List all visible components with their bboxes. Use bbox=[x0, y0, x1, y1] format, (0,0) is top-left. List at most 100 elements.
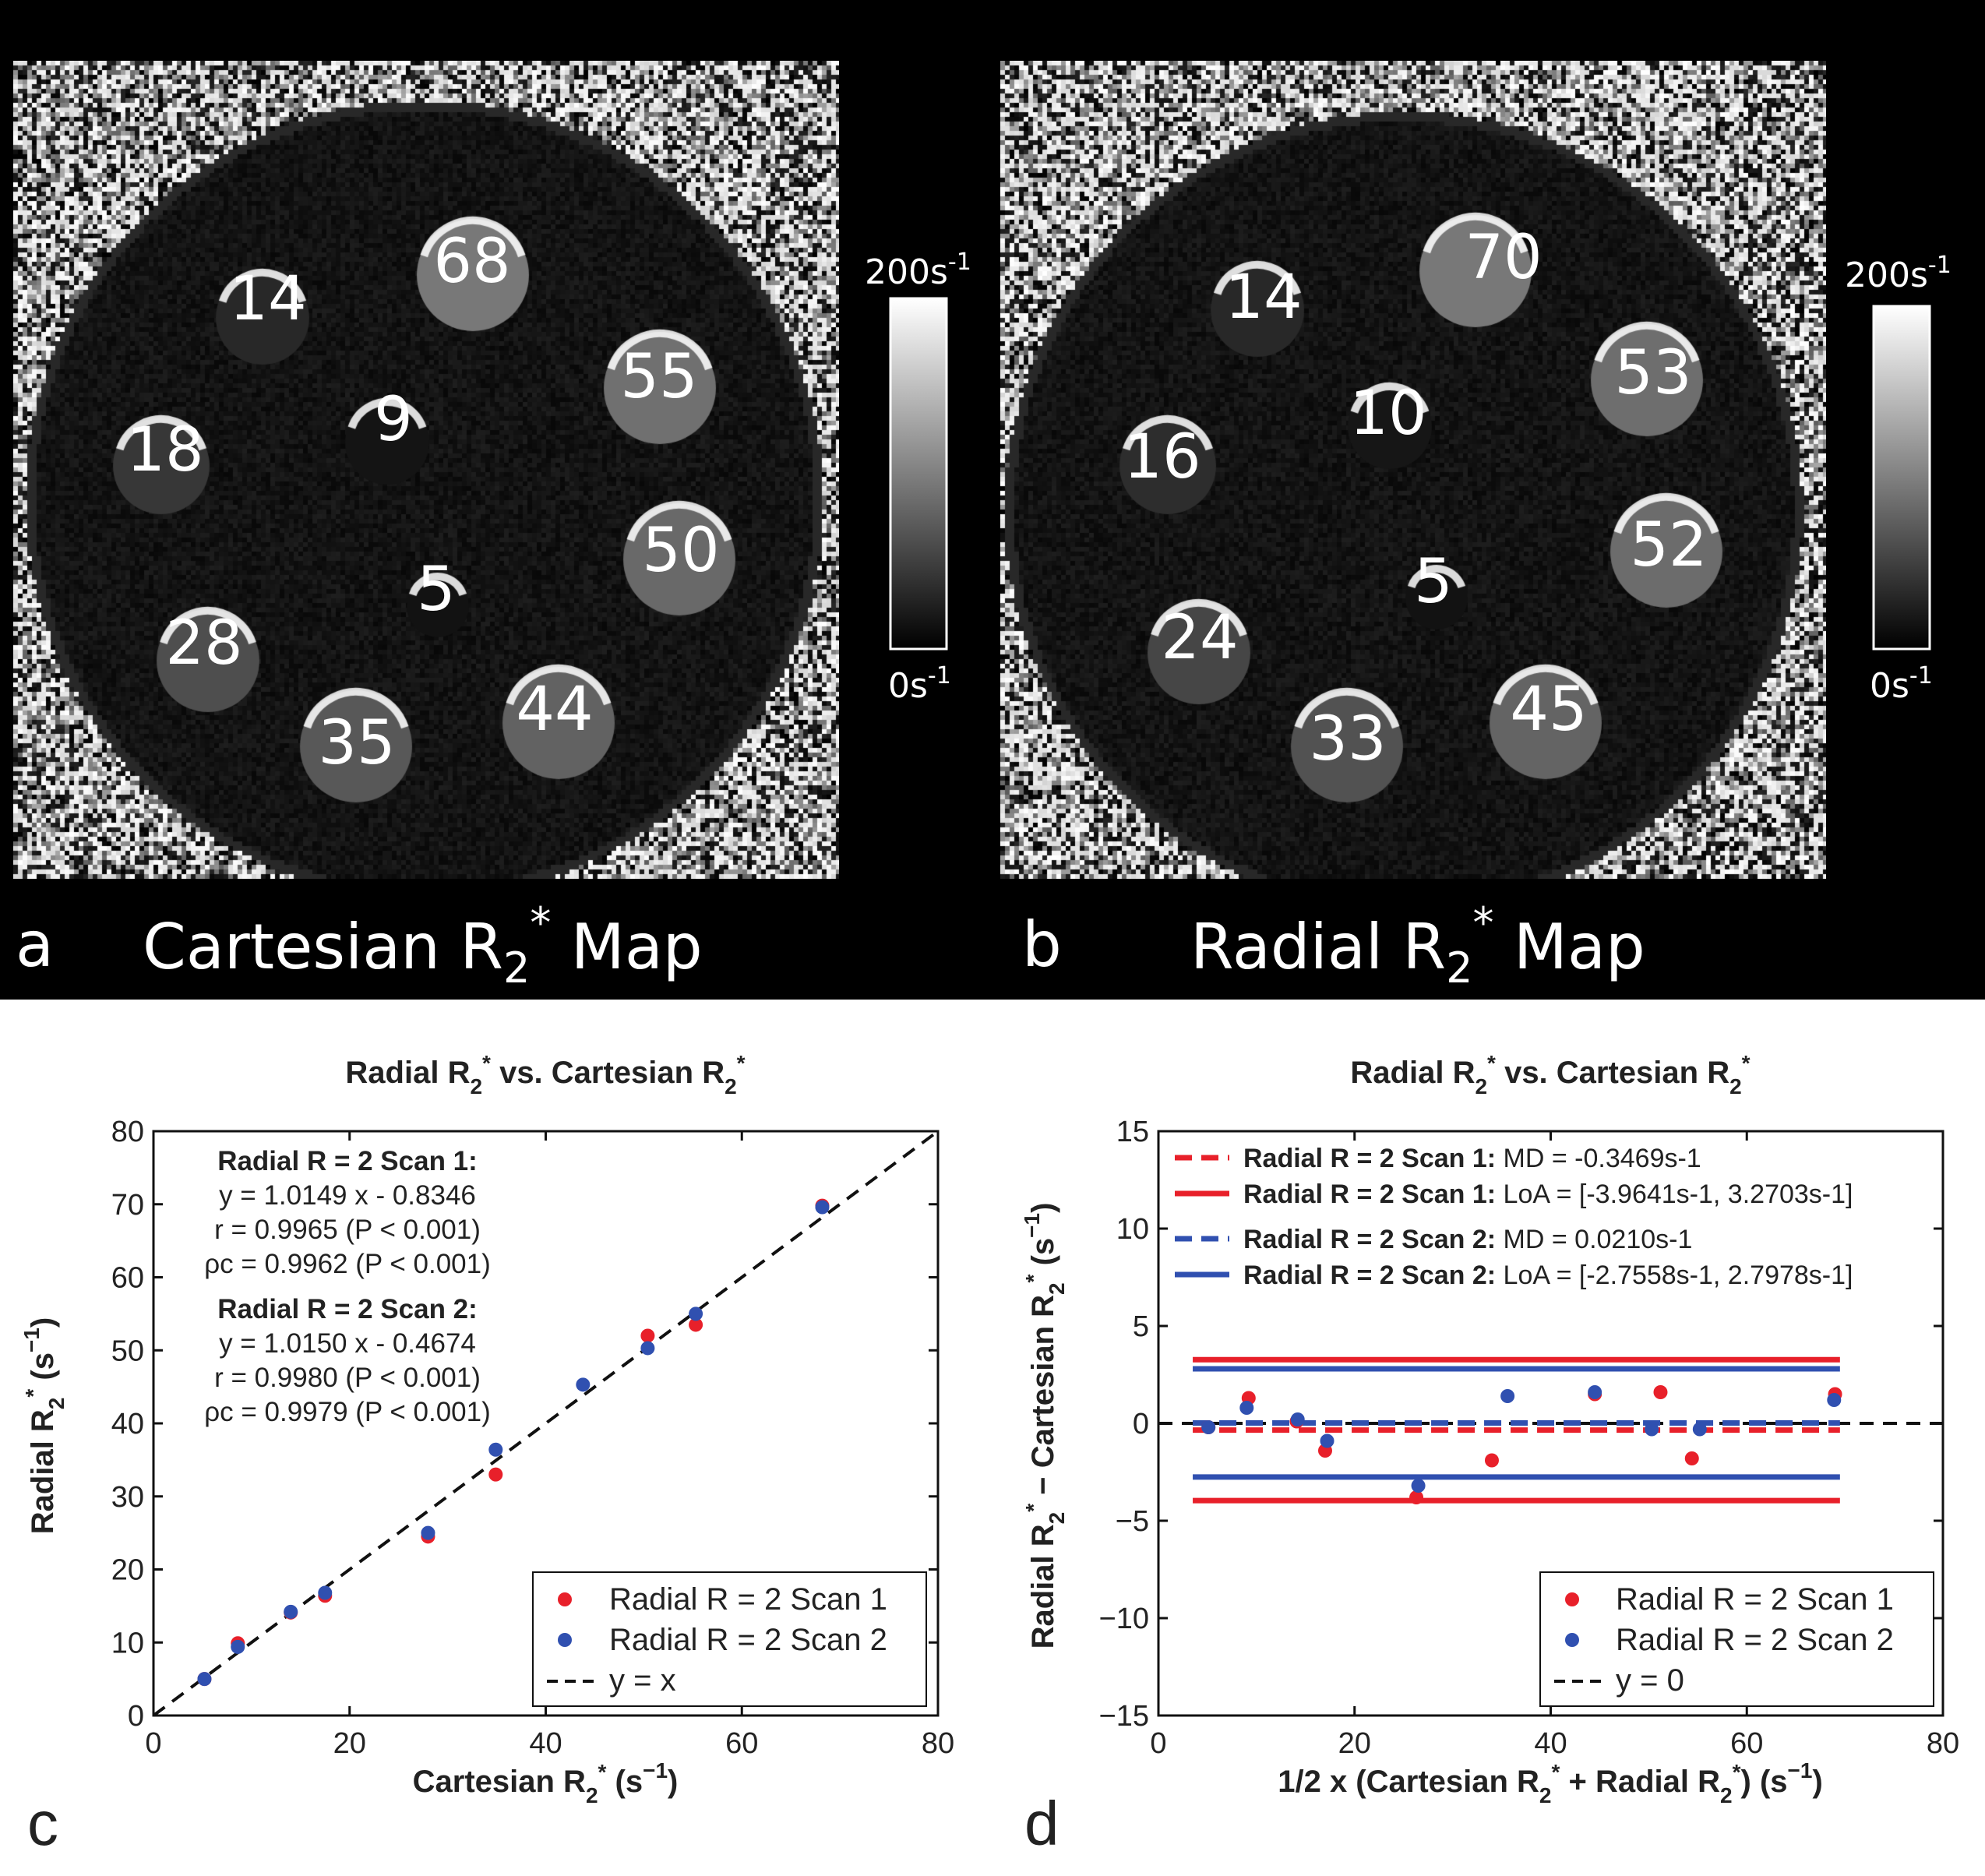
vial-label: 5 bbox=[1414, 547, 1453, 617]
vial-label: 14 bbox=[229, 264, 306, 334]
chart-c-stats: Radial R = 2 Scan 1: y = 1.0149 x - 0.83… bbox=[204, 1146, 491, 1427]
chart-c-title: Radial R2* vs. Cartesian R2* bbox=[345, 1051, 745, 1098]
loa-scan2: LoA = [-2.7558s-1, 2.7978s-1] bbox=[1504, 1261, 1853, 1290]
colorbar-top-label: 200s bbox=[1845, 256, 1928, 295]
panel-letter-d: d bbox=[1024, 1789, 1059, 1858]
x-tick-label: 80 bbox=[1927, 1727, 1959, 1760]
x-tick-label: 80 bbox=[922, 1727, 954, 1760]
colorbar-a bbox=[889, 297, 948, 651]
cartesian-r2-map-image bbox=[13, 61, 839, 879]
scan2-point bbox=[1201, 1420, 1216, 1434]
vial-label: 5 bbox=[417, 555, 456, 625]
panel-a-title: Cartesian R2* Map bbox=[143, 898, 703, 993]
loa-scan2-head: Radial R = 2 Scan 2: bbox=[1243, 1261, 1496, 1290]
y-tick-label: 10 bbox=[111, 1627, 144, 1659]
vial-label: 14 bbox=[1225, 263, 1302, 333]
y-tick-label: 0 bbox=[1133, 1408, 1149, 1440]
md-scan2: MD = 0.0210s-1 bbox=[1504, 1225, 1693, 1254]
scan2-point bbox=[197, 1672, 212, 1687]
vial-label: 24 bbox=[1161, 603, 1238, 673]
panel-letter-a: a bbox=[16, 908, 54, 981]
legend-ref: y = x bbox=[609, 1663, 676, 1698]
colorbar-bottom-label: 0s bbox=[888, 666, 928, 706]
legend-marker-scan1 bbox=[1565, 1592, 1579, 1606]
md-scan1-head: Radial R = 2 Scan 1: bbox=[1243, 1144, 1496, 1173]
chart-c-xlabel: Cartesian R2* (s−1) bbox=[413, 1758, 679, 1807]
y-tick-label: 50 bbox=[111, 1335, 144, 1367]
chart-d: Radial R2* vs. Cartesian R2* 0 20 40 60 80 −1… bbox=[1020, 1051, 1959, 1858]
vial-label: 10 bbox=[1349, 379, 1426, 449]
scan1-point bbox=[488, 1467, 503, 1482]
vial-label: 16 bbox=[1123, 422, 1201, 492]
cartesian-vial-labels: 68 14 55 18 9 50 5 28 44 35 bbox=[126, 227, 719, 778]
y-tick-label: 5 bbox=[1133, 1310, 1149, 1343]
scan2-point bbox=[1320, 1433, 1334, 1448]
stats-scan2-rho: ρc = 0.9979 (P < 0.001) bbox=[204, 1397, 491, 1427]
chart-d-ylabel: Radial R2* − Cartesian R2* (s−1) bbox=[1020, 1203, 1069, 1649]
scan1-point bbox=[1684, 1451, 1699, 1465]
svg-text:Radial R = 2 Scan 1: LoA = [-3: Radial R = 2 Scan 1: LoA = [-3.9641s-1, … bbox=[1243, 1180, 1853, 1209]
panel-b-title: Radial R2* Map bbox=[1190, 898, 1645, 993]
y-tick-label: −15 bbox=[1099, 1700, 1149, 1733]
legend-ref: y = 0 bbox=[1616, 1663, 1684, 1698]
loa-scan1: LoA = [-3.9641s-1, 3.2703s-1] bbox=[1504, 1180, 1853, 1209]
y-tick-label: −10 bbox=[1099, 1603, 1149, 1635]
panel-b: 70 14 53 10 16 52 5 24 45 33 200s-1 0s-1… bbox=[1022, 223, 1952, 993]
scan2-point bbox=[1645, 1422, 1659, 1437]
chart-d-ticks: 0 20 40 60 80 −15 −10 −5 0 5 10 15 bbox=[1099, 1116, 1960, 1760]
y-tick-label: 0 bbox=[128, 1700, 144, 1733]
y-tick-label: 40 bbox=[111, 1408, 144, 1440]
y-tick-label: 10 bbox=[1116, 1213, 1149, 1246]
stats-scan1-head: Radial R = 2 Scan 1: bbox=[217, 1146, 478, 1176]
panel-a: 68 14 55 18 9 50 5 28 44 35 200s-1 0s-1 … bbox=[16, 227, 971, 993]
vial-label: 18 bbox=[126, 415, 203, 485]
svg-text:Radial R = 2 Scan 2: LoA = [-2: Radial R = 2 Scan 2: LoA = [-2.7558s-1, … bbox=[1243, 1261, 1853, 1290]
vial-label: 52 bbox=[1630, 510, 1707, 580]
chart-d-legend: Radial R = 2 Scan 1 Radial R = 2 Scan 2 … bbox=[1539, 1571, 1934, 1707]
vial-label: 44 bbox=[516, 675, 593, 745]
scan1-point bbox=[689, 1317, 703, 1332]
chart-d-title: Radial R2* vs. Cartesian R2* bbox=[1350, 1051, 1750, 1098]
panel-letter-b: b bbox=[1022, 908, 1062, 981]
vial-label: 9 bbox=[374, 385, 413, 455]
x-tick-label: 60 bbox=[1730, 1727, 1763, 1760]
legend-scan1: Radial R = 2 Scan 1 bbox=[609, 1582, 887, 1617]
legend-scan1: Radial R = 2 Scan 1 bbox=[1616, 1582, 1894, 1617]
scan2-point bbox=[1692, 1422, 1707, 1437]
y-tick-label: 80 bbox=[111, 1116, 144, 1148]
vial-label: 28 bbox=[165, 608, 242, 679]
x-tick-label: 20 bbox=[333, 1727, 366, 1760]
x-tick-label: 20 bbox=[1338, 1727, 1371, 1760]
svg-text:Radial R = 2 Scan 2: MD = 0.02: Radial R = 2 Scan 2: MD = 0.0210s-1 bbox=[1243, 1225, 1692, 1254]
scan2-point bbox=[1290, 1412, 1305, 1426]
radial-vial-labels: 70 14 53 10 16 52 5 24 45 33 bbox=[1123, 223, 1707, 774]
scan2-point bbox=[1827, 1393, 1842, 1407]
stats-scan1-eq: y = 1.0149 x - 0.8346 bbox=[219, 1180, 476, 1211]
scan2-point bbox=[318, 1585, 333, 1600]
x-tick-label: 40 bbox=[529, 1727, 562, 1760]
chart-c-legend: Radial R = 2 Scan 1 Radial R = 2 Scan 2 … bbox=[532, 1571, 927, 1707]
scan2-point bbox=[1588, 1385, 1602, 1399]
legend-scan2: Radial R = 2 Scan 2 bbox=[1616, 1623, 1894, 1657]
scan2-point bbox=[576, 1377, 591, 1392]
md-scan2-head: Radial R = 2 Scan 2: bbox=[1243, 1225, 1496, 1254]
stats-scan1-rho: ρc = 0.9962 (P < 0.001) bbox=[204, 1249, 491, 1279]
x-tick-label: 60 bbox=[725, 1727, 758, 1760]
y-tick-label: −5 bbox=[1116, 1505, 1149, 1538]
x-tick-label: 40 bbox=[1534, 1727, 1567, 1760]
svg-text:Radial R = 2 Scan 1: MD = -0.3: Radial R = 2 Scan 1: MD = -0.3469s-1 bbox=[1243, 1144, 1701, 1173]
md-scan1: MD = -0.3469s-1 bbox=[1504, 1144, 1701, 1173]
radial-r2-map-image bbox=[1000, 61, 1826, 879]
chart-c-ylabel: Radial R2* (s−1) bbox=[19, 1317, 69, 1534]
scan2-point bbox=[231, 1639, 245, 1654]
svg-text:0s-1: 0s-1 bbox=[1870, 662, 1933, 706]
y-tick-label: 15 bbox=[1116, 1116, 1149, 1148]
vial-label: 50 bbox=[642, 516, 719, 586]
scan1-point bbox=[640, 1328, 655, 1343]
scan1-point bbox=[1484, 1453, 1499, 1468]
scan2-point bbox=[421, 1525, 435, 1540]
vial-label: 70 bbox=[1465, 223, 1542, 293]
vial-label: 45 bbox=[1510, 675, 1587, 745]
legend-marker-scan1 bbox=[558, 1592, 572, 1606]
